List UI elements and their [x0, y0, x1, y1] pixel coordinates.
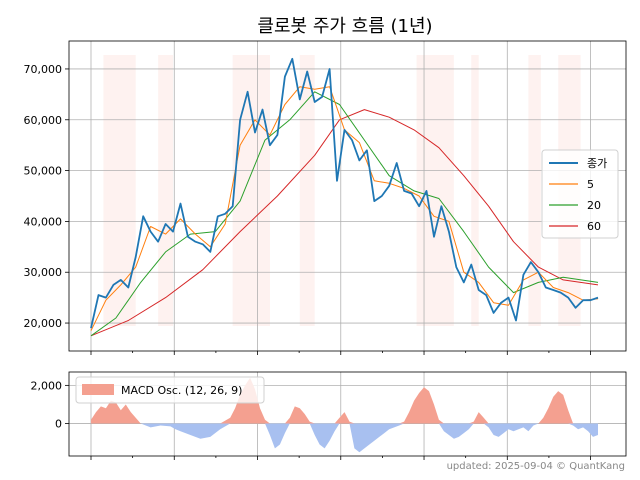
oscillator-legend-swatch: [82, 384, 114, 395]
price-series: [90, 57, 599, 337]
legend-label-close: 종가: [587, 157, 607, 170]
price-x-axis: [90, 351, 591, 355]
series-line-ma20: [90, 91, 599, 337]
legend-label-ma20: 20: [587, 199, 601, 212]
y-tick-label: 50,000: [24, 165, 63, 178]
oscillator-axes-frame: [68, 371, 627, 457]
series-line-ma60: [90, 109, 599, 337]
shaded-ranges: [103, 55, 581, 326]
footer-credit: updated: 2025-09-04 © QuantKang: [447, 461, 625, 472]
oscillator-legend-box: [75, 376, 265, 404]
oscillator-panel: 0 2,000: [31, 371, 627, 460]
series-line-close: [90, 57, 599, 329]
y-tick-label: 70,000: [24, 63, 63, 76]
price-panel: 20,000 30,000 40,000 50,000 60,000 70,000: [24, 40, 627, 355]
oscillator-x-axis: [90, 456, 591, 460]
oscillator-y-axis: 0 2,000: [31, 379, 69, 431]
oscillator-negative-area: [91, 423, 598, 453]
shaded-range: [103, 55, 136, 326]
legend-label-ma5: 5: [587, 178, 594, 191]
y-tick-label: 0: [55, 418, 62, 431]
oscillator-legend: MACD Osc. (12, 26, 9): [75, 376, 265, 404]
price-y-axis: 20,000 30,000 40,000 50,000 60,000 70,000: [24, 63, 69, 330]
oscillator-legend-label: MACD Osc. (12, 26, 9): [121, 384, 242, 397]
price-legend: 종가 5 20 60: [541, 149, 619, 239]
y-tick-label: 2,000: [31, 379, 63, 392]
price-legend-box: [541, 149, 619, 239]
shaded-range: [416, 55, 454, 326]
y-tick-label: 20,000: [24, 317, 63, 330]
shaded-range: [299, 55, 315, 326]
price-axes-frame: [68, 40, 627, 352]
chart-title: 클로봇 주가 흐름 (1년): [257, 16, 432, 37]
shaded-range: [158, 55, 174, 326]
legend-label-ma60: 60: [587, 220, 601, 233]
shaded-range: [232, 55, 270, 326]
oscillator-positive-area: [91, 377, 598, 424]
y-tick-label: 60,000: [24, 114, 63, 127]
y-tick-label: 40,000: [24, 215, 63, 228]
y-tick-label: 30,000: [24, 266, 63, 279]
oscillator-series: [91, 377, 598, 453]
shaded-range: [471, 55, 479, 326]
shaded-range: [528, 55, 541, 326]
